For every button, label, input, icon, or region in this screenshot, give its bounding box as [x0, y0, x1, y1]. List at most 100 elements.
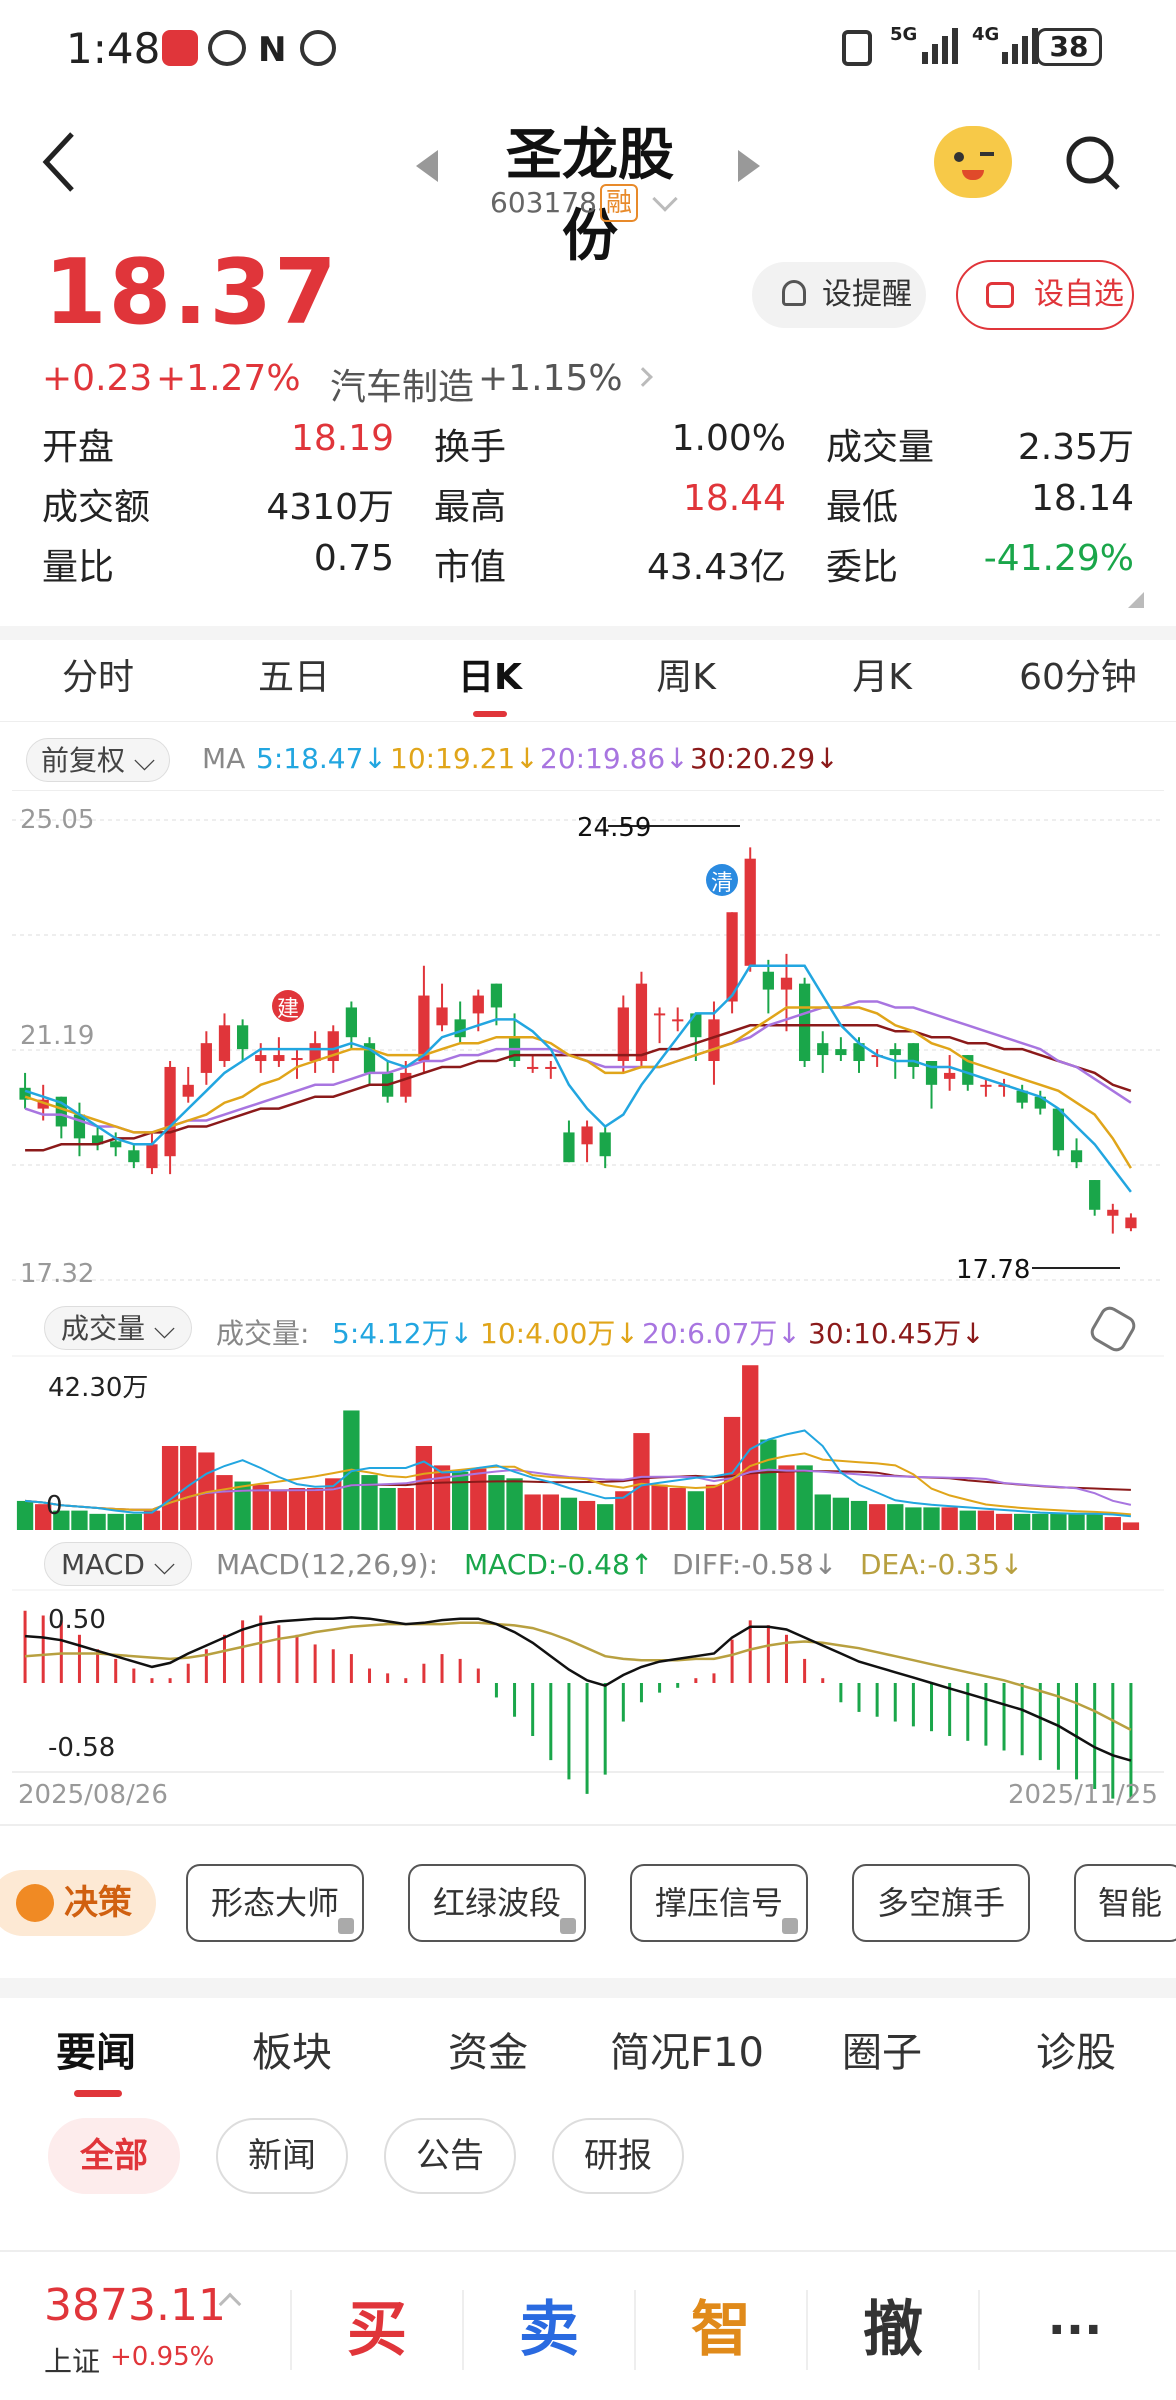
candle	[944, 1072, 956, 1079]
candle	[653, 1013, 666, 1016]
news-tab-circle[interactable]: 圈子	[842, 2030, 922, 2076]
ai-decision-button[interactable]: 决策	[0, 1870, 156, 1936]
stat-label: 成交量	[826, 427, 935, 468]
candle	[962, 1055, 974, 1085]
news-tab-funds[interactable]: 资金	[448, 2030, 528, 2076]
bull-bear-button[interactable]: 多空旗手	[852, 1864, 1030, 1942]
tab-timeshare[interactable]: 分时	[61, 657, 134, 698]
sector-pct[interactable]: +1.15%	[478, 358, 623, 399]
settings-icon[interactable]	[1087, 1303, 1139, 1355]
separator	[290, 2290, 292, 2370]
stats-row: 成交额 4310万 最高 18.44 最低 18.14	[42, 478, 1134, 530]
candle	[925, 1061, 938, 1085]
cancel-order-button[interactable]: 撤	[863, 2295, 923, 2365]
sell-button[interactable]: 卖	[519, 2295, 579, 2365]
lock-icon	[338, 1918, 354, 1934]
kline-chart[interactable]: 25.05 21.19 17.32 24.59 17.78 建 清 42.30万…	[0, 790, 1176, 1800]
volume-bar	[216, 1475, 233, 1530]
network-4g-label: 4G	[972, 24, 1000, 45]
volume-bar	[470, 1468, 487, 1530]
stat-label: 委比	[826, 547, 899, 588]
price-change: +0.23	[42, 358, 153, 399]
news-tab-diagnose[interactable]: 诊股	[1036, 2030, 1116, 2076]
bell-icon	[782, 280, 806, 306]
macd-name: MACD(12,26,9):	[216, 1548, 439, 1581]
candle	[1034, 1096, 1046, 1109]
buy-button[interactable]: 买	[347, 2295, 407, 2365]
ma5-line	[24, 964, 1132, 1193]
more-button[interactable]: ···	[1047, 2302, 1103, 2358]
tab-60-minute[interactable]: 60分钟	[1019, 657, 1137, 698]
band-label: 红绿波段	[432, 1884, 561, 1922]
sector-name[interactable]: 汽车制造	[330, 367, 475, 408]
vol-ma10: 10:4.00万↓	[480, 1317, 639, 1350]
news-tab-sector[interactable]: 板块	[252, 2030, 332, 2076]
adjust-dropdown[interactable]: 前复权 ⌵	[26, 738, 171, 782]
volume-bar	[778, 1465, 795, 1530]
index-value[interactable]: 3873.11	[44, 2280, 226, 2331]
candle	[19, 1087, 31, 1100]
macd-dropdown[interactable]: MACD ⌵	[44, 1542, 193, 1586]
expand-corner-icon[interactable]	[1128, 592, 1144, 608]
stat-cell: 量比 0.75	[42, 538, 434, 590]
volume-bar	[1032, 1513, 1049, 1530]
lock-icon	[560, 1918, 576, 1934]
buy-signal-marker[interactable]	[272, 990, 304, 1022]
volume-axis-top: 42.30万	[48, 1373, 148, 1403]
volume-bar	[923, 1507, 940, 1530]
ma20-value: 20:19.86↓	[540, 742, 689, 775]
candle	[218, 1025, 231, 1062]
chevron-right-icon[interactable]	[633, 367, 653, 387]
tab-daily-k[interactable]: 日K	[392, 640, 588, 721]
volume-bar	[687, 1491, 704, 1530]
volume-bar	[742, 1365, 759, 1530]
volume-bar	[488, 1475, 505, 1530]
stat-cell: 成交量 2.35万	[826, 418, 1134, 470]
period-tabs: 分时 五日 日K 周K 月K 60分钟	[0, 640, 1176, 722]
tab-five-day[interactable]: 五日	[257, 657, 330, 698]
tab-weekly-k[interactable]: 周K	[656, 657, 716, 698]
stat-cell: 委比 -41.29%	[826, 538, 1134, 590]
back-button[interactable]	[40, 130, 80, 194]
decision-icon	[16, 1884, 54, 1922]
candle	[744, 858, 756, 966]
smart-button[interactable]: 智能	[1074, 1864, 1176, 1942]
volume-bar	[868, 1504, 886, 1530]
volume-bar	[16, 1500, 34, 1530]
stat-cell: 最高 18.44	[434, 478, 826, 530]
mascot-icon[interactable]	[934, 126, 1012, 198]
alarm-icon	[300, 30, 336, 66]
tab-monthly-k[interactable]: 月K	[852, 657, 912, 698]
filter-news[interactable]: 新闻	[216, 2118, 348, 2194]
stat-value: 2.35万	[1017, 427, 1134, 468]
divider	[0, 1824, 1176, 1826]
news-tab-f10[interactable]: 简况F10	[610, 2030, 764, 2076]
pattern-master-button[interactable]: 形态大师	[186, 1864, 364, 1942]
band-button[interactable]: 红绿波段	[408, 1864, 586, 1942]
filter-all[interactable]: 全部	[48, 2118, 180, 2194]
news-tab-headlines[interactable]: 要闻	[56, 2030, 136, 2076]
volume-dropdown[interactable]: 成交量 ⌵	[44, 1306, 193, 1350]
volume-bar	[941, 1507, 958, 1530]
volume-bar	[796, 1465, 813, 1530]
stat-value: 43.43亿	[646, 547, 786, 588]
filter-research[interactable]: 研报	[552, 2118, 684, 2194]
support-signal-button[interactable]: 撑压信号	[630, 1864, 808, 1942]
sell-signal-marker[interactable]	[706, 864, 738, 896]
prev-stock-icon[interactable]	[416, 150, 438, 182]
volume-bar	[397, 1488, 414, 1530]
candle	[617, 1007, 629, 1062]
search-icon[interactable]	[1064, 134, 1122, 192]
filter-announcements[interactable]: 公告	[384, 2118, 516, 2194]
add-watchlist-button[interactable]: 设自选	[956, 260, 1134, 330]
vol-ma30: 30:10.45万↓	[808, 1317, 985, 1350]
set-alert-button[interactable]: 设提醒	[752, 262, 926, 328]
candle	[907, 1043, 920, 1067]
price-axis-mid: 21.19	[20, 1021, 94, 1051]
candle	[91, 1135, 104, 1145]
next-stock-icon[interactable]	[738, 150, 760, 182]
smart-trade-button[interactable]: 智	[691, 2295, 751, 2365]
volume-bar	[597, 1504, 614, 1530]
signal-icon-2	[1000, 28, 1040, 64]
candle	[236, 1025, 249, 1050]
